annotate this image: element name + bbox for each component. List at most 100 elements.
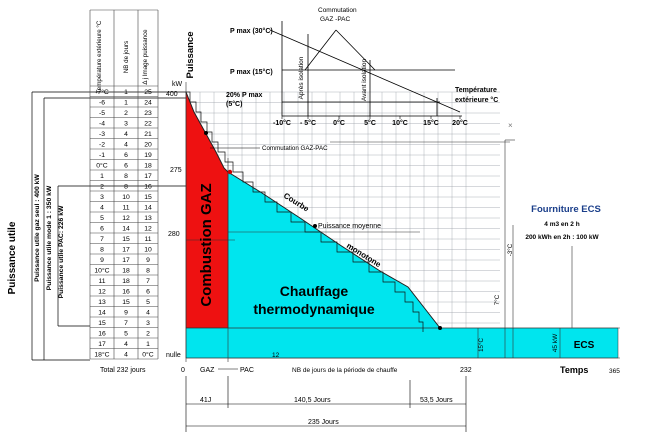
- table-cell: 16: [98, 331, 106, 338]
- table-cell: 0°C: [96, 162, 107, 170]
- table-cell: 6: [124, 163, 128, 170]
- dim-53-jours: 53,5 Jours: [420, 397, 453, 404]
- puissance-moyenne-label: Puissance moyenne: [318, 223, 381, 230]
- puissance-gaz-seul-label: Puissance utile gaz seul : 400 kW: [34, 174, 41, 282]
- table-cell: 20: [144, 142, 152, 149]
- inset-tick-label: - 5°C: [300, 119, 316, 127]
- table-cell: -7°C: [95, 88, 109, 96]
- chauffage-label-1: Chauffage: [280, 283, 349, 299]
- table-cell: 10: [144, 247, 152, 254]
- ecs-region: [185, 327, 619, 359]
- table-cell: 12: [98, 289, 106, 296]
- table-cell: 5: [100, 215, 104, 222]
- inset-commutation: Commutation: [318, 7, 357, 14]
- temperature-table: [89, 9, 159, 360]
- table-cell: 17: [122, 247, 130, 254]
- inset-apres-isolation: Après isolation: [298, 56, 305, 99]
- table-cell: -3: [99, 131, 105, 138]
- table-cell: 6: [100, 226, 104, 233]
- table-total: Total 232 jours: [100, 367, 146, 374]
- table-cell: 0°C: [142, 351, 153, 359]
- table-cell: 22: [144, 121, 152, 128]
- table-cell: 14: [98, 310, 106, 317]
- puissance-moyenne-point: [313, 224, 317, 228]
- header-temperature: Température extérieure °C: [96, 20, 103, 93]
- table-cell: 3: [100, 194, 104, 201]
- table-cell: 15: [144, 194, 152, 201]
- table-cell: 12: [144, 226, 152, 233]
- bottom-dimensions: [185, 376, 467, 432]
- temps-label: Temps: [560, 365, 588, 375]
- table-cell: 18: [122, 268, 130, 275]
- combustion-gaz-label: Combustion GAZ: [198, 183, 215, 306]
- table-cell: 10°C: [94, 267, 109, 275]
- table-cell: 4: [100, 205, 104, 212]
- table-cell: 1: [146, 341, 150, 348]
- table-cell: -2: [99, 142, 105, 149]
- ecs-supply-title: Fourniture ECS: [531, 204, 601, 215]
- table-cell: 1: [124, 89, 128, 96]
- table-cell: 9: [146, 257, 150, 264]
- table-cell: 24: [144, 100, 152, 107]
- ecs-supply-line1: 4 m3 en 2 h: [544, 221, 579, 228]
- table-cell: 4: [146, 310, 150, 317]
- kw-label: kW: [172, 81, 183, 88]
- table-cell: 17: [144, 173, 152, 180]
- temp-minus3-label: -3°C: [507, 243, 514, 256]
- x-232: 232: [460, 367, 472, 374]
- header-nb-jours: NB de jours: [123, 41, 130, 73]
- inset-pmax30: P max (30°C): [230, 27, 273, 35]
- inset-temp-ext-2: extérieure °C: [455, 96, 498, 104]
- temp-7-label: 7°C: [494, 294, 501, 305]
- table-cell: 7: [146, 278, 150, 285]
- monotone-curve: [185, 91, 441, 329]
- x-365: 365: [609, 368, 620, 375]
- table-cell: 4: [124, 341, 128, 348]
- dim-235-jours: 235 Jours: [308, 419, 339, 426]
- commutation-point: [204, 131, 208, 135]
- table-cell: 16: [122, 289, 130, 296]
- table-cell: 4: [124, 352, 128, 359]
- value-280: 280: [168, 231, 180, 238]
- ecs-start-point: [438, 326, 442, 330]
- nb-jours-label: NB de jours de la période de chauffe: [292, 367, 398, 374]
- inset-commutation2: GAZ -PAC: [320, 16, 351, 23]
- table-cell: 16: [144, 184, 152, 191]
- table-cell: 8: [100, 247, 104, 254]
- table-cell: 14: [122, 226, 130, 233]
- table-cell: -5: [99, 110, 105, 117]
- puissance-pac-label: Puissance utile PAC: 226 kW: [58, 205, 65, 298]
- table-cell: 1: [124, 100, 128, 107]
- ecs-label: ECS: [574, 340, 595, 351]
- dim-41-jours: 41J: [200, 397, 211, 404]
- inset-tick-label: -10°C: [273, 119, 291, 127]
- table-cell: 18°C: [94, 351, 109, 359]
- table-cell: 2: [124, 110, 128, 117]
- table-cell: 23: [144, 110, 152, 117]
- table-cell: 8: [124, 173, 128, 180]
- puissance-utile-label: Puissance utile: [7, 221, 18, 294]
- header-image-puissance: Δ j Image puissance: [142, 29, 149, 85]
- table-cell: 11: [144, 236, 151, 243]
- inset-tick-label: 0°C: [333, 119, 345, 127]
- table-cell: 9: [124, 310, 128, 317]
- table-cell: 18: [122, 278, 130, 285]
- table-cell: 6: [146, 289, 150, 296]
- table-cell: 4: [124, 142, 128, 149]
- table-cell: 7: [100, 236, 104, 243]
- table-cell: 3: [124, 121, 128, 128]
- table-cell: 4: [124, 131, 128, 138]
- table-cell: -4: [99, 121, 105, 128]
- left-dimension-lines: [31, 91, 186, 361]
- inset-p20b: (5°C): [226, 100, 242, 108]
- table-cell: 14: [144, 205, 152, 212]
- inset-tick-labels: -10°C - 5°C 0°C 5°C 10°C 15°C 20°C: [273, 119, 468, 127]
- puissance-mode1-label: Puissance utile mode 1 : 350 kW: [46, 185, 53, 290]
- table-cell: 18: [144, 163, 152, 170]
- temp-15-label: 15°C: [478, 338, 485, 352]
- table-cell: 25: [144, 89, 152, 96]
- table-cell: 7: [124, 320, 128, 327]
- x-pac: PAC: [240, 367, 254, 374]
- ecs-supply-line2: 200 kWh en 2h : 100 kW: [525, 234, 599, 241]
